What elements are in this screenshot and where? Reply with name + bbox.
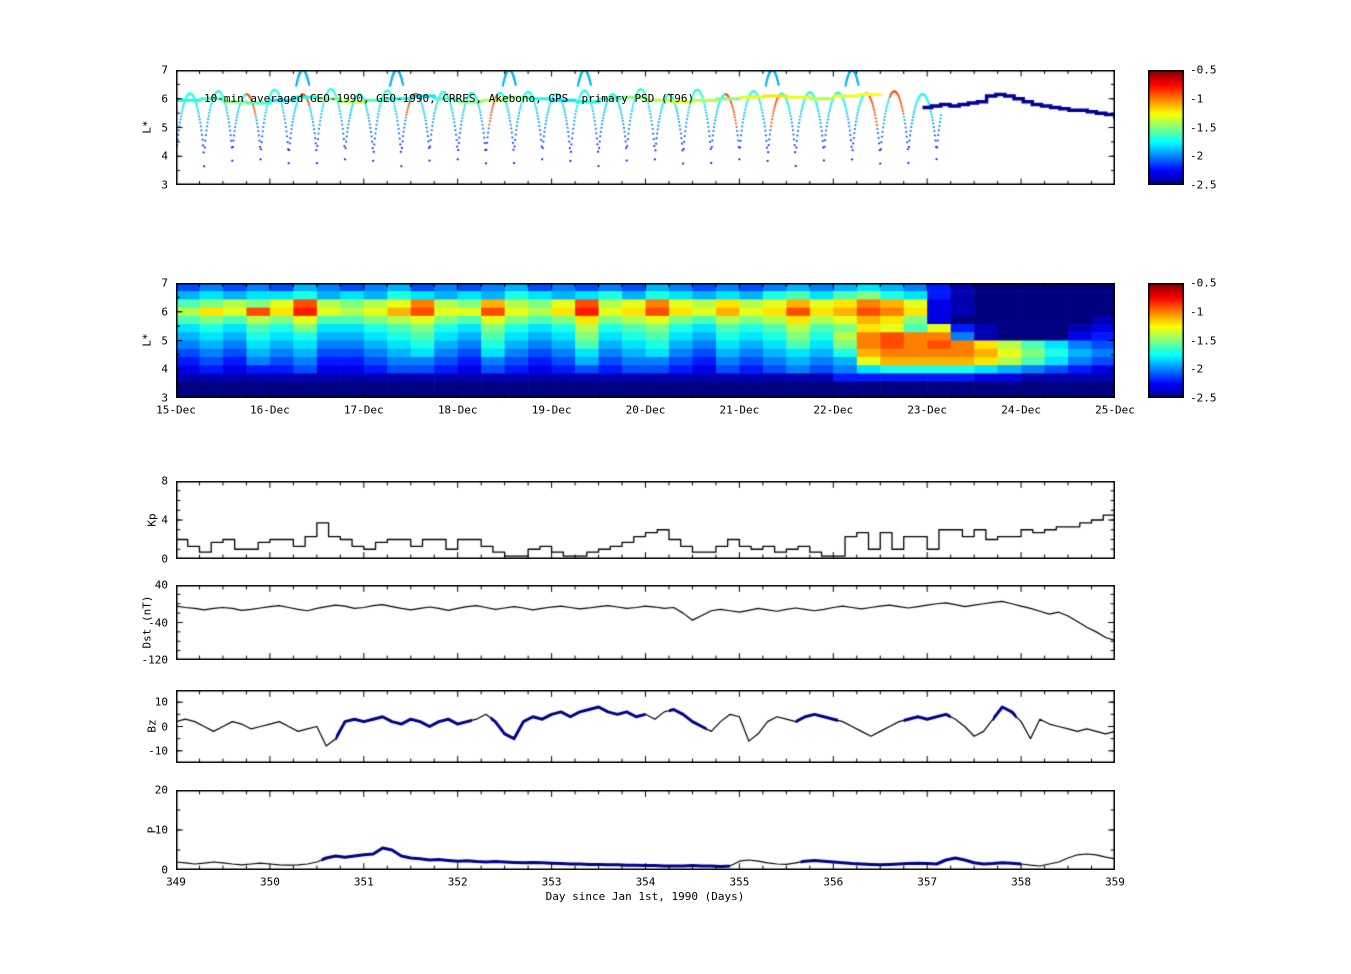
tick-label: 10	[154, 695, 168, 709]
tick-label: -1.5	[1190, 121, 1217, 134]
tick-label: 20	[154, 783, 168, 797]
ylabel-lstar-heatmap: L*	[140, 333, 154, 347]
tick-label: 23-Dec	[907, 403, 948, 417]
tick-label: 359	[1105, 875, 1125, 889]
tick-label: 21-Dec	[719, 403, 760, 417]
tick-label: 0	[161, 720, 168, 733]
tick-label: 40	[154, 578, 168, 592]
bz-panel	[176, 690, 1115, 763]
kp-panel	[176, 481, 1115, 559]
tick-label: 4	[161, 149, 168, 163]
tick-label: 22-Dec	[813, 403, 854, 417]
tick-label: 354	[635, 875, 656, 889]
xaxis-label: Day since Jan 1st, 1990 (Days)	[545, 890, 745, 903]
ylabel-lstar-top: L*	[140, 120, 154, 134]
colorbar-heatmap	[1148, 283, 1184, 398]
tick-label: 6	[161, 305, 168, 319]
psd-heatmap-panel	[176, 283, 1115, 398]
tick-label: 25-Dec	[1095, 403, 1135, 417]
tick-label: 3	[161, 178, 168, 192]
tick-label: 16-Dec	[250, 403, 290, 417]
tick-label: -40	[148, 616, 168, 629]
psd-scatter-panel	[176, 70, 1115, 185]
dst-panel	[176, 585, 1115, 660]
tick-label: 351	[353, 875, 374, 889]
tick-label: 5	[161, 334, 168, 347]
tick-label: 352	[447, 875, 468, 889]
tick-label: 10	[154, 823, 168, 837]
tick-label: -2.5	[1190, 391, 1217, 405]
tick-label: -0.5	[1190, 63, 1217, 77]
tick-label: 3	[161, 391, 168, 405]
tick-label: 5	[161, 121, 168, 134]
tick-label: 6	[161, 92, 168, 106]
tick-label: 357	[917, 875, 938, 889]
tick-label: 17-Dec	[343, 403, 384, 417]
tick-label: 358	[1011, 875, 1032, 889]
tick-label: 0	[161, 863, 168, 877]
tick-label: 24-Dec	[1001, 403, 1041, 417]
tick-label: -1.5	[1190, 334, 1217, 347]
ylabel-kp: Kp	[145, 513, 159, 527]
tick-label: 20-Dec	[625, 403, 666, 417]
tick-label: -1	[1190, 305, 1204, 319]
tick-label: 356	[823, 875, 844, 889]
tick-label: 0	[161, 552, 168, 566]
colorbar-top	[1148, 70, 1184, 185]
tick-label: 15-Dec	[156, 403, 196, 417]
ylabel-bz: Bz	[145, 719, 159, 733]
panel-title: 10-min averaged GEO-1990, GEO-1990, CRRE…	[204, 92, 695, 105]
tick-label: -120	[141, 653, 169, 667]
tick-label: -2.5	[1190, 178, 1217, 192]
tick-label: 4	[161, 513, 168, 527]
tick-label: 7	[161, 276, 168, 290]
tick-label: 8	[161, 474, 168, 488]
tick-label: 7	[161, 63, 168, 77]
tick-label: 19-Dec	[531, 403, 572, 417]
tick-label: -2	[1190, 362, 1204, 376]
tick-label: 18-Dec	[437, 403, 478, 417]
tick-label: -10	[148, 744, 168, 758]
tick-label: 349	[166, 875, 186, 889]
tick-label: -1	[1190, 92, 1204, 106]
tick-label: 353	[541, 875, 562, 889]
tick-label: -0.5	[1190, 276, 1217, 290]
tick-label: 355	[729, 875, 750, 889]
tick-label: -2	[1190, 149, 1204, 163]
tick-label: 4	[161, 362, 168, 376]
tick-label: 350	[259, 875, 280, 889]
p-panel	[176, 790, 1115, 870]
